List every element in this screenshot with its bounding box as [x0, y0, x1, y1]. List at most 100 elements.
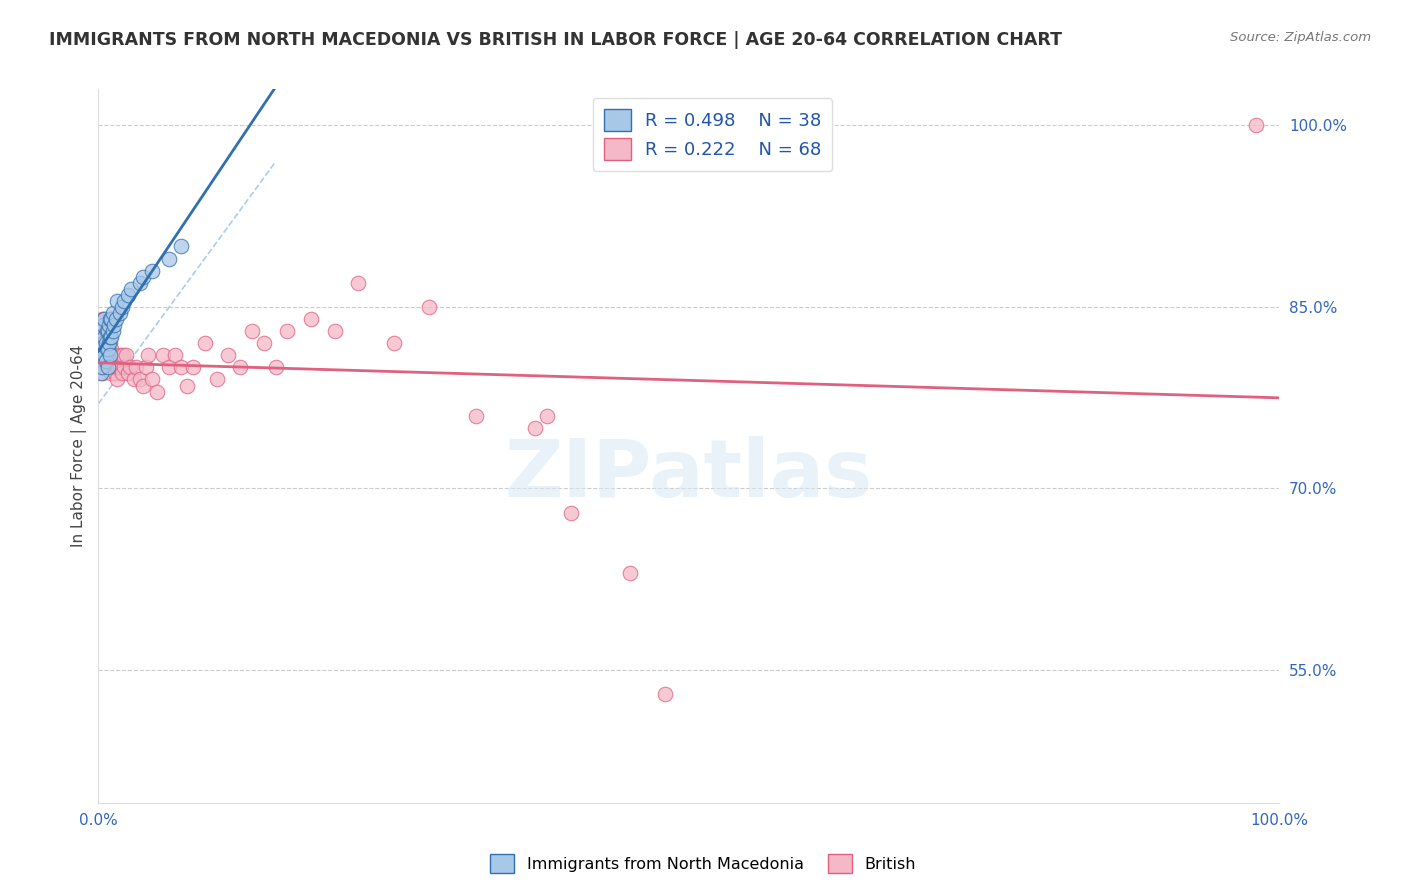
Point [146, 384, 169, 399]
Point [91, 343, 114, 357]
Point [114, 348, 136, 362]
Point [117, 288, 139, 302]
Point [323, 324, 346, 338]
Point [93, 360, 115, 375]
Point [107, 360, 129, 375]
Point [1244, 119, 1267, 133]
Point [103, 318, 125, 332]
Point [98, 348, 121, 362]
Text: IMMIGRANTS FROM NORTH MACEDONIA VS BRITISH IN LABOR FORCE | AGE 20-64 CORRELATIO: IMMIGRANTS FROM NORTH MACEDONIA VS BRITI… [49, 31, 1062, 49]
Point [91, 367, 114, 381]
Point [122, 372, 145, 386]
Point [240, 324, 263, 338]
Point [93, 330, 115, 344]
Point [112, 360, 135, 375]
Point [91, 360, 114, 375]
Point [100, 343, 122, 357]
Point [91, 318, 114, 332]
Point [619, 566, 641, 580]
Point [93, 312, 115, 326]
Y-axis label: In Labor Force | Age 20-64: In Labor Force | Age 20-64 [72, 345, 87, 547]
Point [132, 269, 155, 284]
Point [524, 421, 547, 435]
Point [125, 360, 148, 375]
Point [94, 354, 117, 368]
Point [128, 276, 150, 290]
Point [100, 367, 122, 381]
Point [94, 348, 117, 362]
Point [101, 324, 124, 338]
Legend: Immigrants from North Macedonia, British: Immigrants from North Macedonia, British [484, 847, 922, 880]
Point [276, 324, 298, 338]
Point [110, 348, 132, 362]
Point [108, 360, 131, 375]
Point [103, 348, 125, 362]
Point [105, 293, 128, 308]
Point [418, 300, 440, 314]
Point [98, 360, 121, 375]
Point [105, 372, 128, 386]
Point [94, 336, 117, 351]
Point [465, 409, 488, 423]
Point [157, 360, 180, 375]
Point [98, 330, 121, 344]
Point [96, 343, 118, 357]
Point [100, 312, 122, 326]
Point [98, 318, 121, 332]
Point [98, 336, 121, 351]
Point [101, 360, 124, 375]
Point [120, 360, 142, 375]
Point [132, 378, 155, 392]
Point [93, 312, 115, 326]
Point [104, 367, 127, 381]
Point [136, 348, 159, 362]
Point [176, 378, 198, 392]
Point [97, 324, 120, 338]
Point [100, 330, 122, 344]
Point [121, 282, 143, 296]
Point [264, 360, 287, 375]
Point [347, 276, 370, 290]
Point [105, 360, 128, 375]
Point [205, 372, 228, 386]
Point [97, 343, 120, 357]
Point [194, 336, 217, 351]
Point [181, 360, 204, 375]
Point [112, 348, 135, 362]
Point [229, 360, 252, 375]
Text: Source: ZipAtlas.com: Source: ZipAtlas.com [1230, 31, 1371, 45]
Point [97, 324, 120, 338]
Point [128, 372, 150, 386]
Point [157, 252, 180, 266]
Point [90, 348, 112, 362]
Point [135, 360, 157, 375]
Point [91, 336, 114, 351]
Point [98, 312, 121, 326]
Point [98, 360, 121, 375]
Text: ZIPatlas: ZIPatlas [505, 435, 873, 514]
Point [108, 306, 131, 320]
Point [91, 343, 114, 357]
Point [170, 360, 193, 375]
Point [101, 306, 124, 320]
Point [90, 367, 112, 381]
Point [654, 687, 676, 701]
Point [217, 348, 239, 362]
Point [170, 239, 193, 253]
Point [105, 312, 128, 326]
Point [96, 336, 118, 351]
Point [165, 348, 187, 362]
Point [97, 348, 120, 362]
Point [141, 372, 163, 386]
Point [560, 506, 582, 520]
Point [117, 367, 139, 381]
Point [536, 409, 558, 423]
Point [253, 336, 276, 351]
Legend: R = 0.498    N = 38, R = 0.222    N = 68: R = 0.498 N = 38, R = 0.222 N = 68 [593, 98, 832, 171]
Point [111, 367, 134, 381]
Point [98, 336, 121, 351]
Point [93, 336, 115, 351]
Point [96, 360, 118, 375]
Point [96, 324, 118, 338]
Point [152, 348, 174, 362]
